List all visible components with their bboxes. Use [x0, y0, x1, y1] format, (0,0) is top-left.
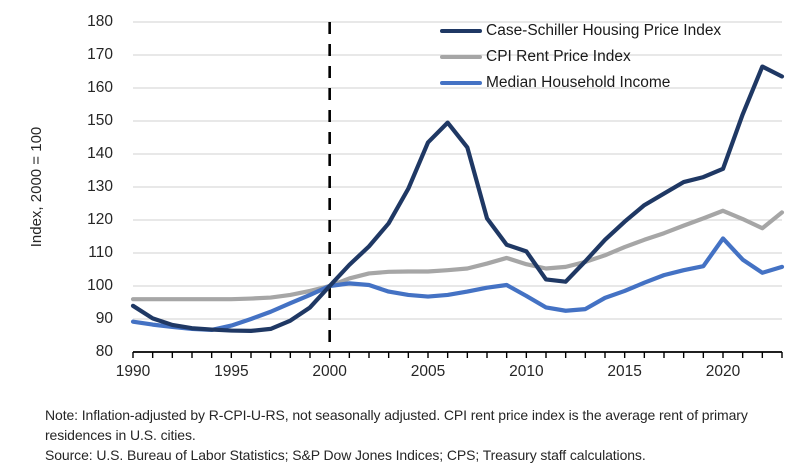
- y-tick-label: 110: [88, 244, 113, 261]
- y-tick-label: 140: [87, 145, 113, 162]
- series-line-median-household-income: [130, 236, 785, 332]
- x-tick-label: 2020: [705, 363, 741, 380]
- legend-item: Median Household Income: [440, 70, 721, 96]
- legend-label: CPI Rent Price Index: [486, 48, 631, 65]
- y-tick-label: 120: [87, 211, 113, 228]
- y-tick-label: 170: [87, 46, 113, 63]
- chart-canvas: [130, 21, 785, 358]
- y-tick-label: 80: [95, 343, 113, 360]
- note-text: Note: Inflation-adjusted by R-CPI-U-RS, …: [45, 407, 748, 443]
- y-tick-label: 90: [95, 310, 113, 327]
- source-text: Source: U.S. Bureau of Labor Statistics;…: [45, 447, 646, 463]
- notes-block: Note: Inflation-adjusted by R-CPI-U-RS, …: [45, 405, 755, 465]
- y-tick-label: 160: [87, 79, 113, 96]
- legend-item: CPI Rent Price Index: [440, 44, 721, 70]
- series-line-cpi-rent-price-index: [130, 208, 785, 302]
- series-line-case-schiller-housing-price-index: [130, 64, 785, 333]
- legend-marker-icon: [440, 80, 482, 86]
- x-tick-label: 2010: [509, 363, 544, 380]
- x-tick-label: 1995: [214, 363, 249, 380]
- y-tick-label: 180: [87, 13, 113, 30]
- legend-marker-icon: [440, 28, 482, 34]
- legend-label: Median Household Income: [486, 74, 671, 91]
- legend: Case-Schiller Housing Price Index CPI Ren…: [440, 18, 721, 96]
- legend-label: Case-Schiller Housing Price Index: [486, 22, 722, 39]
- y-axis-title: Index, 2000 = 100: [28, 126, 45, 248]
- x-tick-label: 2015: [607, 363, 642, 380]
- x-tick-label: 2000: [312, 363, 347, 380]
- legend-item: Case-Schiller Housing Price Index: [440, 18, 721, 44]
- y-tick-label: 100: [87, 277, 113, 294]
- x-tick-label: 2005: [410, 363, 446, 380]
- y-tick-label: 130: [87, 178, 113, 195]
- y-tick-label: 150: [87, 112, 113, 129]
- legend-marker-icon: [440, 54, 482, 60]
- x-tick-label: 1990: [115, 363, 151, 380]
